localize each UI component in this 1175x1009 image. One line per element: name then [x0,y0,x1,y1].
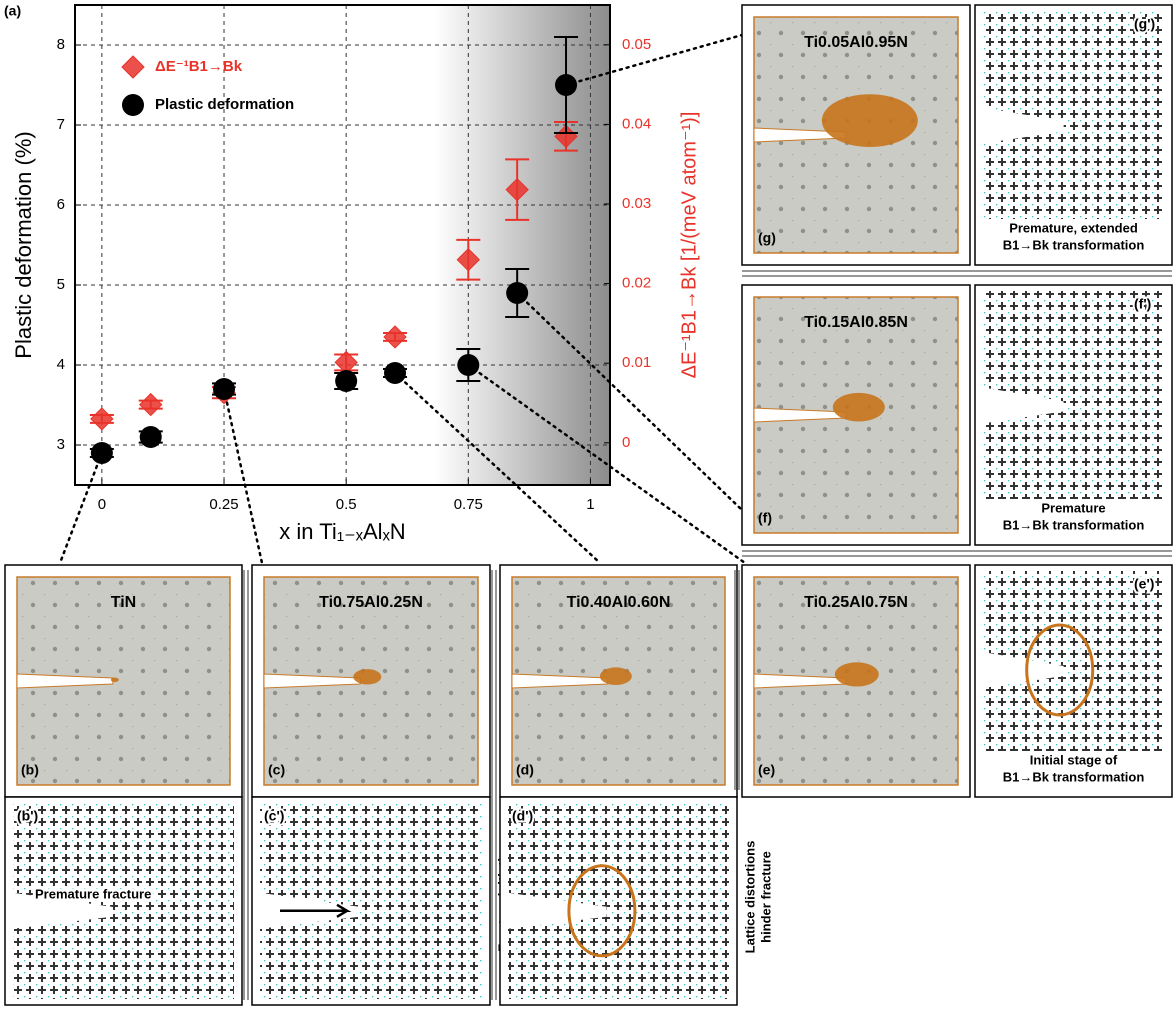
connectors [60,35,745,563]
panel-title: Ti0.75Al0.25N [319,594,423,611]
panel-caption: Premature fracture [35,886,151,901]
y2-tick-label: 0.03 [622,195,651,212]
atomistic-panel: (e') Initial stage of B1→Bk transformation [975,565,1172,797]
y2-tick-label: 0 [622,434,630,451]
simulation-panel: Ti0.75Al0.25N (c) [252,565,490,797]
data-point [91,408,113,430]
panel-caption: B1→Bk transformation [1003,517,1145,532]
panel-caption: B1→Bk transformation [1003,237,1145,252]
legend-label: ΔE⁻¹B1→Bk [155,58,243,75]
y-tick-label: 4 [57,356,65,373]
y-axis-label: Plastic deformation (%) [11,131,36,358]
x-tick-label: 0.5 [336,496,357,513]
y-tick-label: 7 [57,116,65,133]
panel-label: (b') [17,808,38,824]
connector [224,389,262,563]
y2-tick-label: 0.01 [622,354,651,371]
panel-label: (d') [512,808,533,824]
panel-caption: Initial stage of [1030,752,1118,767]
panel-caption: Premature, extended [1009,220,1138,235]
panel-caption: B1→Bk transformation [1003,769,1145,784]
shaded-region [434,5,610,485]
y-tick-label: 5 [57,276,65,293]
transformed-region [600,667,632,685]
panel-title: TiN [111,594,136,611]
panel-label: (e) [758,762,775,778]
panel-label: (g) [758,230,776,246]
data-point [335,370,357,392]
panel-title: Ti0.05Al0.95N [804,34,908,51]
panel-label: (e') [1134,576,1154,592]
x-tick-label: 1 [586,496,594,513]
x-axis-label: x in Ti₁₋ₓAlₓN [279,519,405,544]
panel-label: (b) [21,762,39,778]
panel-caption: hinder fracture [758,851,773,943]
y2-tick-label: 0.04 [622,115,651,132]
connector [60,453,102,563]
panel-label: (g') [1134,16,1155,32]
x-tick-label: 0.25 [209,496,238,513]
simulation-panel: Ti0.40Al0.60N (d) [500,565,737,797]
legend-marker [122,56,144,78]
transformed-region [822,94,918,147]
legend-marker [122,94,144,116]
figure: (a) 0 0.25 0.5 0.75 1 3 4 5 6 7 8 0 0.01 0.02 0.03 0.04… [0,0,1175,1009]
transformed-region [833,393,885,422]
panel-label: (c) [268,762,285,778]
y2-tick-label: 0.05 [622,36,651,53]
x-tick-label: 0.75 [454,496,483,513]
transformed-region [835,662,879,686]
panel-title: Ti0.15Al0.85N [804,314,908,331]
simulation-panel: Ti0.25Al0.75N (e) [742,565,970,797]
atomistic-panel: (g') Premature, extended B1→Bk transformat… [975,5,1172,265]
legend-label: Plastic deformation [155,96,294,113]
simulation-panel: Ti0.05Al0.95N (g) [742,5,970,265]
panel-title: Ti0.40Al0.60N [567,594,671,611]
panel-label: (c') [264,808,284,824]
panel-label: (f') [1134,296,1151,312]
y2-axis-label: ΔE⁻¹B1→Bk [1/(meV atom⁻¹)] [678,112,700,379]
atomistic-panel: (b') Premature fracture [5,797,242,1005]
atomistic-panel: (c')Fracture initiation [252,797,510,1005]
y-tick-label: 3 [57,436,65,453]
panel-label: (d) [516,762,534,778]
panel-title: Ti0.25Al0.75N [804,594,908,611]
transformed-region [111,678,119,682]
atomistic-panel: (f') Premature B1→Bk transformation [975,285,1172,545]
plot: 0 0.25 0.5 0.75 1 3 4 5 6 7 8 0 0.01 0.02 0.03 0.04 0.05… [11,5,700,544]
x-tick-label: 0 [98,496,106,513]
data-point [140,394,162,416]
simulation-panel: TiN (b) [5,565,242,797]
panel-caption: Premature [1041,500,1105,515]
y-tick-label: 6 [57,196,65,213]
panel-caption: Lattice distortions [742,841,757,954]
y2-tick-label: 0.02 [622,275,651,292]
panel-label: (f) [758,510,772,526]
y-tick-label: 8 [57,36,65,53]
transformed-region [353,669,381,684]
data-point [384,326,406,348]
panel-label: (a) [4,3,21,19]
data-point [140,426,162,448]
simulation-panel: Ti0.15Al0.85N (f) [742,285,970,545]
